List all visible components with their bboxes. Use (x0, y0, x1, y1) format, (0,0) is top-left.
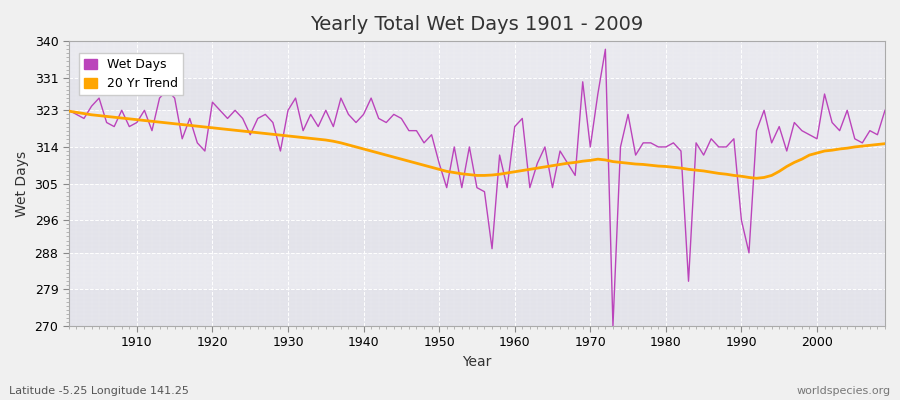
Wet Days (879, 108, 890, 113)
Wet Days (509, 124, 520, 129)
Text: worldspecies.org: worldspecies.org (796, 386, 891, 396)
Title: Yearly Total Wet Days 1901 - 2009: Yearly Total Wet Days 1901 - 2009 (310, 15, 644, 34)
Text: Latitude -5.25 Longitude 141.25: Latitude -5.25 Longitude 141.25 (9, 386, 189, 396)
Bar (68, 41, 885, 78)
Wet Days (290, 96, 301, 100)
Legend: Wet Days, 20 Yr Trend: Wet Days, 20 Yr Trend (79, 53, 183, 95)
20 Yr Trend (124, 116, 135, 121)
20 Yr Trend (509, 169, 520, 174)
20 Yr Trend (290, 134, 301, 139)
Bar (68, 184, 885, 220)
Line: Wet Days: Wet Days (68, 49, 885, 326)
20 Yr Trend (752, 176, 762, 181)
Bar (68, 220, 885, 253)
Bar (68, 253, 885, 289)
Y-axis label: Wet Days: Wet Days (15, 150, 29, 217)
20 Yr Trend (63, 109, 74, 114)
Wet Days (124, 124, 135, 129)
Line: 20 Yr Trend: 20 Yr Trend (68, 111, 885, 178)
20 Yr Trend (600, 158, 611, 162)
Wet Days (600, 47, 611, 52)
20 Yr Trend (502, 170, 513, 175)
Wet Days (63, 108, 74, 113)
20 Yr Trend (879, 141, 890, 146)
20 Yr Trend (336, 140, 346, 145)
Bar (68, 147, 885, 184)
Bar (68, 110, 885, 147)
Wet Days (608, 324, 618, 328)
Wet Days (336, 96, 346, 100)
X-axis label: Year: Year (463, 355, 491, 369)
Bar (68, 289, 885, 326)
Wet Days (502, 185, 513, 190)
Bar (68, 78, 885, 110)
Wet Days (615, 144, 626, 149)
